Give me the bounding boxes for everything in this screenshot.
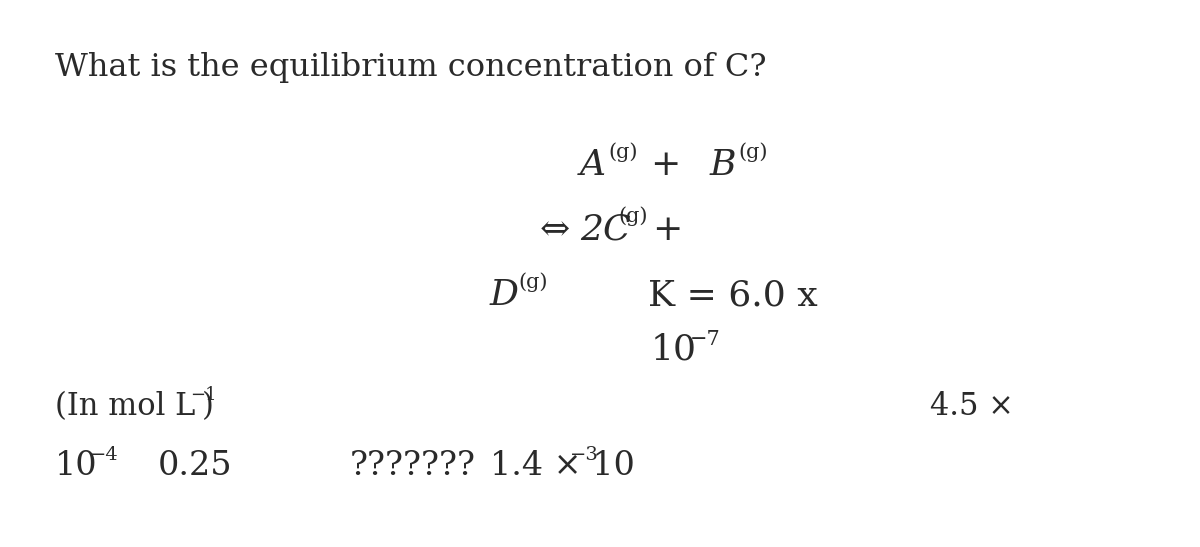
Text: A: A (580, 148, 606, 182)
Text: K = 6.0 x: K = 6.0 x (648, 278, 817, 312)
Text: +: + (650, 148, 680, 182)
Text: −7: −7 (690, 330, 721, 349)
Text: ): ) (202, 391, 214, 422)
Text: +: + (652, 213, 683, 247)
Text: 4.5 ×: 4.5 × (930, 391, 1014, 422)
Text: −3: −3 (570, 446, 599, 464)
Text: B: B (710, 148, 737, 182)
Text: 2C: 2C (580, 213, 631, 247)
Text: 10: 10 (55, 450, 97, 482)
Text: 1.4 × 10: 1.4 × 10 (490, 450, 635, 482)
Text: D: D (490, 278, 520, 312)
Text: 10: 10 (650, 333, 697, 367)
Text: (g): (g) (618, 206, 648, 226)
Text: (g): (g) (518, 272, 547, 292)
Text: −1: −1 (190, 386, 217, 404)
Text: −4: −4 (90, 446, 119, 464)
Text: ⇔: ⇔ (540, 213, 570, 247)
Text: What is the equilibrium concentration of C?: What is the equilibrium concentration of… (55, 52, 767, 83)
Text: (In mol L: (In mol L (55, 391, 196, 422)
Text: (g): (g) (738, 142, 768, 162)
Text: ???????: ??????? (350, 450, 476, 482)
Text: 0.25: 0.25 (158, 450, 233, 482)
Text: (g): (g) (608, 142, 637, 162)
